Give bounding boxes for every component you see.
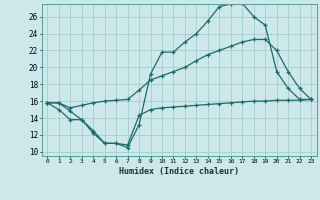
X-axis label: Humidex (Indice chaleur): Humidex (Indice chaleur)	[119, 167, 239, 176]
